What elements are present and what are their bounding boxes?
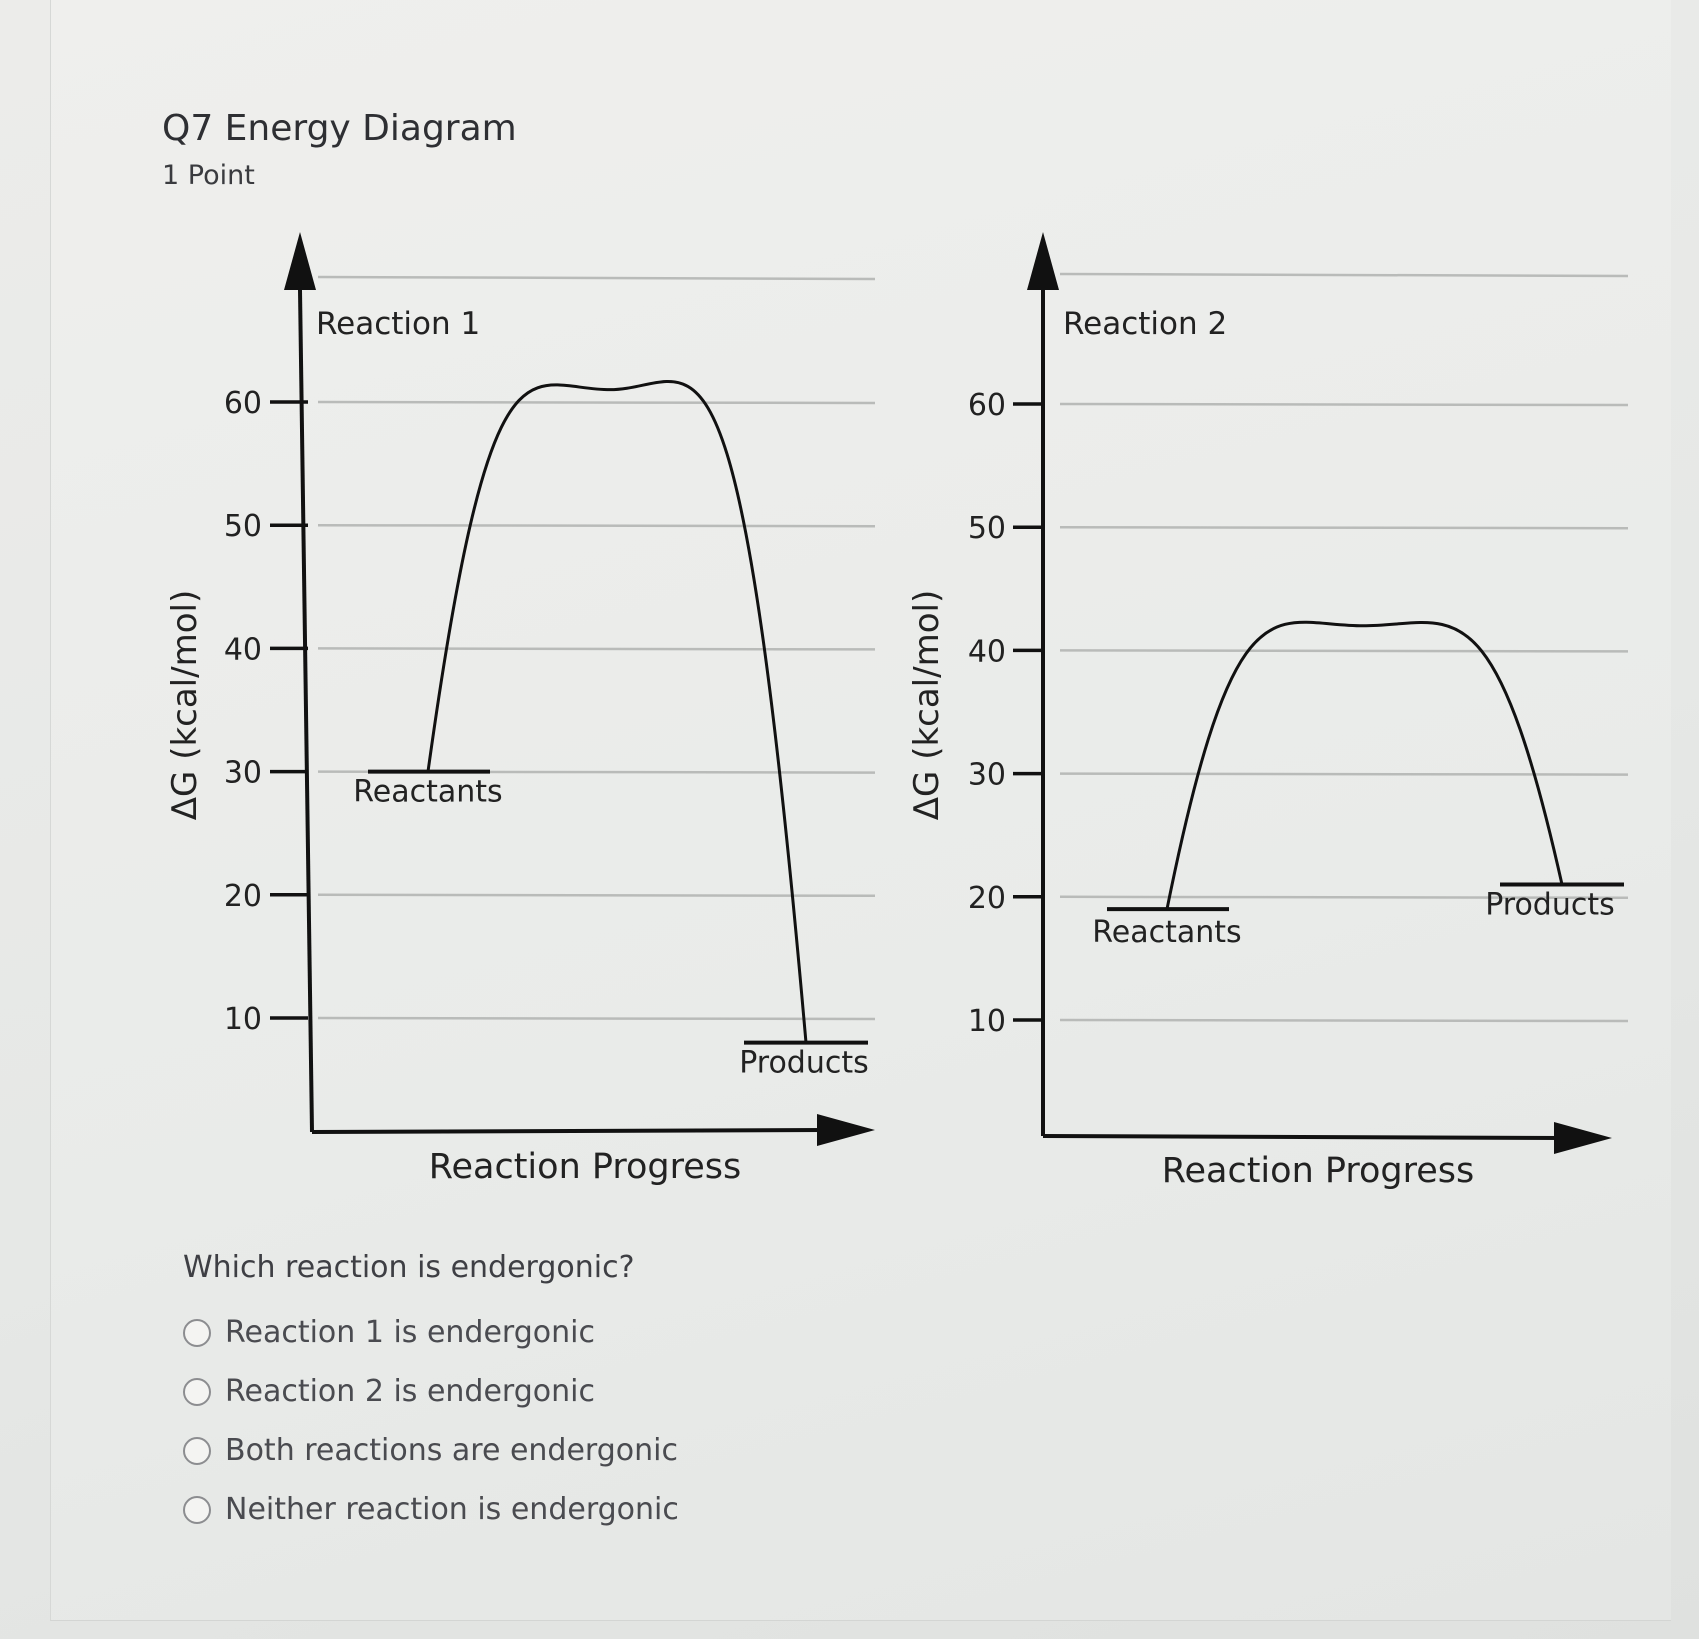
gridline [1059, 402, 1629, 407]
option-neither[interactable]: Neither reaction is endergonic [183, 1480, 679, 1539]
x-axis-arrow-icon [817, 1114, 875, 1146]
gridline [1059, 649, 1629, 653]
gridline [317, 400, 876, 405]
option-label: Both reactions are endergonic [225, 1433, 678, 1468]
radio-button-icon[interactable] [183, 1495, 211, 1524]
y-axis-label: ΔG (kcal/mol) [907, 590, 947, 820]
question-prompt: Which reaction is endergonic? [183, 1250, 635, 1285]
question-card [50, 0, 1671, 1621]
x-axis-label: Reaction Progress [1162, 1151, 1475, 1191]
y-tick-label: 10 [968, 1004, 1006, 1039]
gridline [317, 893, 876, 898]
y-tick-label: 10 [224, 1002, 262, 1037]
energy-curve [426, 380, 808, 1043]
y-tick-label: 60 [968, 388, 1006, 423]
y-axis-label: ΔG (kcal/mol) [165, 590, 205, 820]
products-label: Products [739, 1046, 869, 1081]
gridline [1059, 772, 1629, 776]
radio-button-icon[interactable] [183, 1377, 211, 1406]
question-points: 1 Point [162, 160, 255, 191]
energy-diagram-2: 10 20 30 40 50 60 ΔG (kcal/mol) Reaction 2 React… [907, 232, 1629, 1191]
y-tick-label: 30 [224, 756, 262, 791]
option-label: Neither reaction is endergonic [225, 1492, 679, 1527]
y-tick-label: 40 [968, 634, 1006, 669]
chart-title: Reaction 1 [316, 306, 480, 342]
y-tick-label: 50 [968, 511, 1006, 546]
option-label: Reaction 2 is endergonic [225, 1374, 595, 1409]
option-reaction-2[interactable]: Reaction 2 is endergonic [183, 1362, 679, 1421]
energy-diagram-1: 10 20 30 40 50 60 ΔG (kcal/mol) Reaction 1 React… [165, 232, 876, 1187]
x-axis [1042, 1134, 1563, 1140]
gridline [317, 523, 876, 528]
x-axis-label: Reaction Progress [429, 1147, 742, 1187]
y-tick-label: 20 [224, 879, 262, 914]
y-axis-arrow-icon [284, 232, 316, 290]
gridline [1059, 272, 1629, 278]
answer-options: Reaction 1 is endergonic Reaction 2 is e… [183, 1303, 679, 1539]
products-label: Products [1485, 887, 1615, 922]
gridline [1059, 1018, 1629, 1023]
y-tick-label: 50 [224, 509, 262, 544]
option-reaction-1[interactable]: Reaction 1 is endergonic [183, 1303, 679, 1362]
x-axis [311, 1128, 826, 1134]
gridline [317, 1016, 876, 1021]
question-title: Q7 Energy Diagram [162, 108, 517, 149]
gridline [1059, 525, 1629, 530]
energy-curve [1165, 620, 1564, 910]
y-tick-label: 20 [968, 881, 1006, 916]
y-tick-label: 30 [968, 758, 1006, 793]
y-tick-label: 60 [224, 386, 262, 421]
gridline [317, 275, 876, 281]
x-axis-arrow-icon [1554, 1122, 1612, 1154]
reactants-label: Reactants [1092, 915, 1241, 950]
option-label: Reaction 1 is endergonic [225, 1315, 595, 1350]
reactants-label: Reactants [353, 775, 502, 810]
radio-button-icon[interactable] [183, 1436, 211, 1465]
gridline [317, 647, 876, 651]
y-axis [298, 289, 314, 1133]
y-axis-arrow-icon [1027, 232, 1059, 290]
y-tick-label: 40 [224, 632, 262, 667]
radio-button-icon[interactable] [183, 1318, 211, 1347]
option-both[interactable]: Both reactions are endergonic [183, 1421, 679, 1480]
chart-title: Reaction 2 [1063, 306, 1227, 342]
gridline [1059, 895, 1629, 900]
